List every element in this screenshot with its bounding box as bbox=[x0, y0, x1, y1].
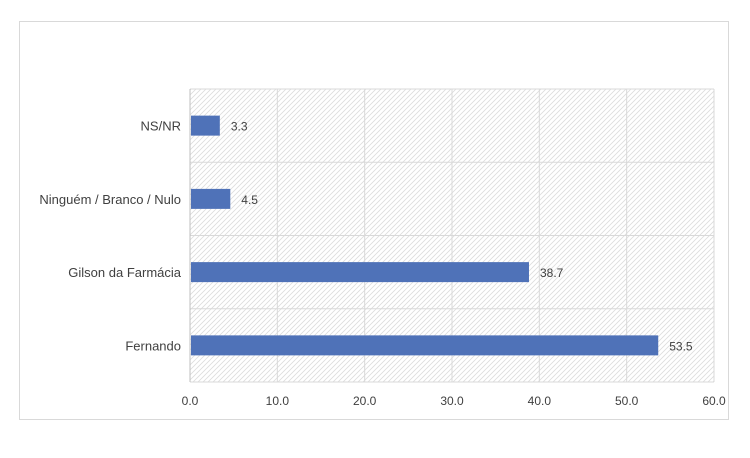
bar bbox=[191, 262, 529, 283]
x-tick-label: 40.0 bbox=[528, 394, 552, 408]
labels: 0.0 10.0 20.0 30.0 40.0 50.0 60.0 NS/NR 3.3 Ningu… bbox=[39, 119, 726, 408]
x-tick-label: 10.0 bbox=[266, 394, 290, 408]
x-tick-label: 50.0 bbox=[615, 394, 639, 408]
bar bbox=[191, 115, 220, 136]
gridlines bbox=[189, 88, 715, 383]
data-label: 4.5 bbox=[241, 193, 258, 207]
category-label: Gilson da Farmácia bbox=[68, 265, 181, 280]
category-label: NS/NR bbox=[141, 119, 181, 134]
category-label: Fernando bbox=[125, 338, 181, 353]
x-tick-label: 60.0 bbox=[702, 394, 726, 408]
data-label: 3.3 bbox=[231, 120, 248, 134]
x-tick-label: 30.0 bbox=[440, 394, 464, 408]
category-label: Ninguém / Branco / Nulo bbox=[39, 192, 181, 207]
data-label: 38.7 bbox=[540, 266, 564, 280]
bar bbox=[191, 188, 231, 209]
bars bbox=[191, 115, 659, 356]
bar bbox=[191, 335, 659, 356]
x-tick-label: 0.0 bbox=[182, 394, 199, 408]
data-label: 53.5 bbox=[669, 339, 693, 353]
x-tick-label: 20.0 bbox=[353, 394, 377, 408]
